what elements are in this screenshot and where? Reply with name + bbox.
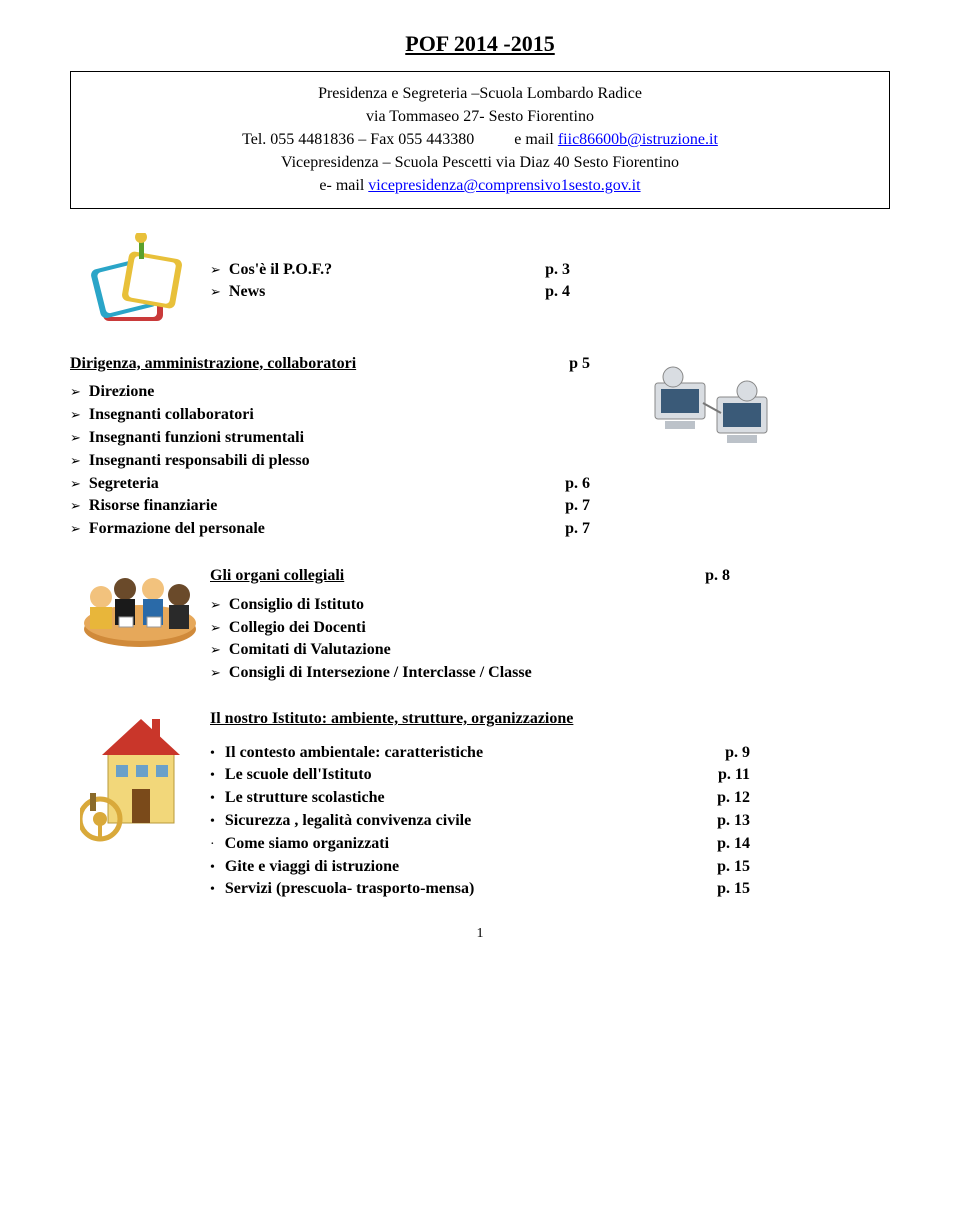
bullet-icon: •	[210, 745, 215, 763]
school-building-icon	[70, 705, 210, 845]
arrow-icon: ➢	[210, 597, 221, 614]
page-number: 1	[70, 925, 890, 943]
toc-item: ➢ News p. 4	[210, 281, 570, 304]
toc-page: p. 7	[544, 519, 590, 540]
toc-label: Servizi (prescuola- trasporto-mensa)	[225, 879, 474, 900]
toc-page: p. 15	[704, 857, 750, 878]
contact-email-link[interactable]: vicepresidenza@comprensivo1sesto.gov.it	[368, 177, 640, 194]
toc-page: p 5	[544, 354, 590, 375]
toc-label: Le strutture scolastiche	[225, 788, 385, 809]
toc-label: Formazione del personale	[89, 519, 265, 540]
section-heading: Dirigenza, amministrazione, collaborator…	[70, 354, 356, 375]
toc-item: • Le scuole dell'Istituto p. 11	[210, 764, 750, 787]
toc-label: Collegio dei Docenti	[229, 618, 366, 639]
toc-item: ➢ Cos'è il P.O.F.? p. 3	[210, 259, 570, 282]
bullet-icon: •	[210, 813, 215, 831]
toc-label: Consigli di Intersezione / Interclasse /…	[229, 663, 532, 684]
arrow-icon: ➢	[210, 665, 221, 682]
arrow-icon: ➢	[70, 430, 81, 447]
section-intro: ➢ Cos'è il P.O.F.? p. 3 ➢ News p. 4	[70, 233, 890, 333]
toc-item: ➢ Insegnanti funzioni strumentali	[70, 427, 590, 450]
contact-email-label: e mail	[514, 131, 558, 148]
toc-label: Sicurezza , legalità convivenza civile	[225, 811, 471, 832]
section-organi: Gli organi collegiali p. 8 ➢ Consiglio di…	[70, 561, 890, 685]
contact-line: Presidenza e Segreteria –Scuola Lombardo…	[85, 82, 875, 105]
arrow-icon: ➢	[70, 498, 81, 515]
toc-page: p. 8	[684, 566, 730, 587]
toc-label: Comitati di Valutazione	[229, 640, 391, 661]
toc-label: Insegnanti collaboratori	[89, 405, 254, 426]
toc-item: ➢ Formazione del personale p. 7	[70, 518, 590, 541]
section-istituto: Il nostro Istituto: ambiente, strutture,…	[70, 705, 890, 901]
arrow-icon: ➢	[210, 284, 221, 301]
toc-label: Come siamo organizzati	[225, 834, 389, 855]
computers-icon	[630, 353, 790, 473]
toc-page: p. 15	[704, 879, 750, 900]
toc-item: ➢ Consiglio di Istituto	[210, 594, 730, 617]
contact-line: Tel. 055 4481836 – Fax 055 443380 e mail…	[85, 128, 875, 151]
toc-label: Gite e viaggi di istruzione	[225, 857, 399, 878]
toc-item: • Sicurezza , legalità convivenza civile p…	[210, 810, 750, 833]
toc-item: • Il contesto ambientale: caratteristiche…	[210, 742, 750, 765]
contact-line: Vicepresidenza – Scuola Pescetti via Dia…	[85, 151, 875, 174]
meeting-icon	[70, 561, 210, 661]
toc-item: ➢ Comitati di Valutazione	[210, 639, 730, 662]
arrow-icon: ➢	[210, 262, 221, 279]
toc-item: ➢ Insegnanti collaboratori	[70, 404, 590, 427]
contact-tel: Tel. 055 4481836 – Fax 055 443380	[242, 131, 474, 148]
bullet-icon: •	[210, 881, 215, 899]
arrow-icon: ➢	[210, 620, 221, 637]
contact-email-label: e- mail	[319, 177, 368, 194]
toc-page: p. 3	[524, 260, 570, 281]
toc-item: ➢ Insegnanti responsabili di plesso	[70, 450, 590, 473]
toc-page: p. 14	[704, 834, 750, 855]
toc-page: p. 6	[544, 474, 590, 495]
bullet-icon: ·	[210, 836, 215, 854]
section-heading: Il nostro Istituto: ambiente, strutture,…	[210, 709, 750, 730]
contact-line: e- mail vicepresidenza@comprensivo1sesto…	[85, 174, 875, 197]
toc-item: ➢ Collegio dei Docenti	[210, 617, 730, 640]
bullet-icon: •	[210, 859, 215, 877]
books-icon	[70, 233, 210, 333]
contact-line: via Tommaseo 27- Sesto Fiorentino	[85, 105, 875, 128]
toc-item: • Le strutture scolastiche p. 12	[210, 787, 750, 810]
toc-label: Cos'è il P.O.F.?	[229, 260, 332, 281]
toc-label: Insegnanti funzioni strumentali	[89, 428, 304, 449]
toc-page: p. 13	[704, 811, 750, 832]
toc-page: p. 11	[704, 765, 750, 786]
bullet-icon: •	[210, 790, 215, 808]
section-dirigenza: Dirigenza, amministrazione, collaborator…	[70, 353, 890, 541]
toc-label: Risorse finanziarie	[89, 496, 217, 517]
toc-label: Il contesto ambientale: caratteristiche	[225, 743, 483, 764]
toc-item: • Servizi (prescuola- trasporto-mensa) p. …	[210, 878, 750, 901]
toc-label: Le scuole dell'Istituto	[225, 765, 372, 786]
toc-item: · Come siamo organizzati p. 14	[210, 833, 750, 856]
toc-item: ➢ Risorse finanziarie p. 7	[70, 495, 590, 518]
bullet-icon: •	[210, 767, 215, 785]
arrow-icon: ➢	[70, 453, 81, 470]
toc-label: Insegnanti responsabili di plesso	[89, 451, 310, 472]
toc-label: Consiglio di Istituto	[229, 595, 364, 616]
toc-item: ➢ Direzione	[70, 381, 590, 404]
page-title: POF 2014 -2015	[70, 30, 890, 59]
section-heading: Gli organi collegiali	[210, 566, 344, 587]
toc-label: News	[229, 282, 265, 303]
contact-email-link[interactable]: fiic86600b@istruzione.it	[558, 131, 718, 148]
arrow-icon: ➢	[70, 521, 81, 538]
toc-item: ➢ Consigli di Intersezione / Interclasse …	[210, 662, 730, 685]
contact-box: Presidenza e Segreteria –Scuola Lombardo…	[70, 71, 890, 209]
toc-page: p. 4	[524, 282, 570, 303]
arrow-icon: ➢	[70, 384, 81, 401]
toc-label: Segreteria	[89, 474, 159, 495]
toc-label: Direzione	[89, 382, 154, 403]
toc-page: p. 7	[544, 496, 590, 517]
toc-item: • Gite e viaggi di istruzione p. 15	[210, 856, 750, 879]
toc-page: p. 12	[704, 788, 750, 809]
arrow-icon: ➢	[210, 642, 221, 659]
arrow-icon: ➢	[70, 407, 81, 424]
toc-item: ➢ Segreteria p. 6	[70, 473, 590, 496]
toc-page: p. 9	[704, 743, 750, 764]
arrow-icon: ➢	[70, 476, 81, 493]
